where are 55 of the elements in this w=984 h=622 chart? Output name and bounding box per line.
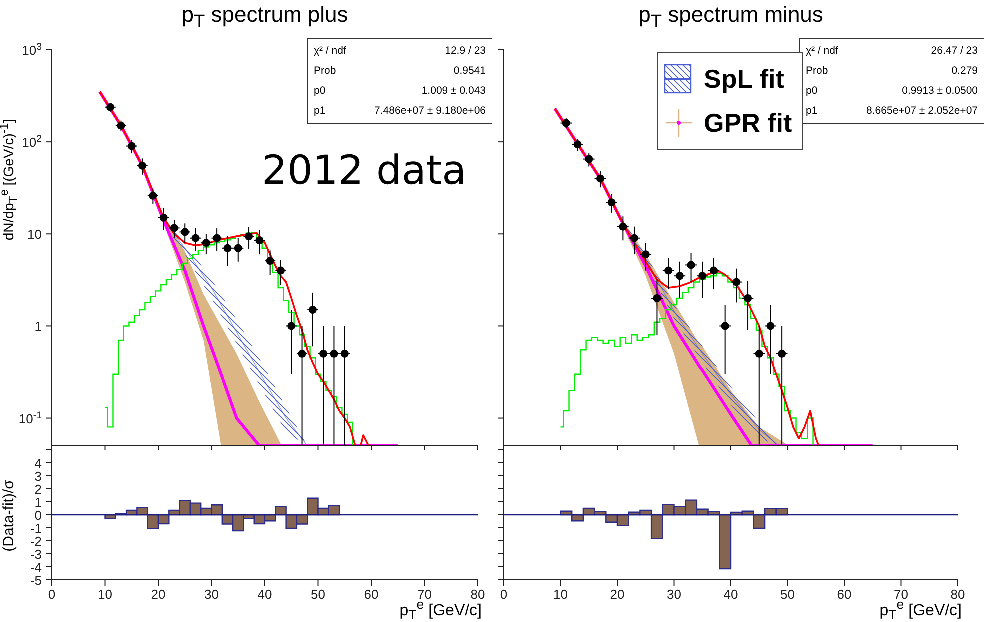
x-tick-label: 20	[610, 587, 625, 602]
y-tick-label: 10	[28, 227, 42, 242]
y-tick-label: -5	[30, 573, 42, 588]
x-tick-label: 30	[667, 587, 682, 602]
annotation: p1	[806, 105, 818, 117]
x-tick-label: 70	[418, 587, 432, 602]
annotation: p1	[314, 105, 326, 117]
y-tick-label: -3	[30, 547, 42, 562]
x-tick-label: 80	[950, 587, 966, 602]
annotation: 12.9 / 23	[445, 45, 486, 57]
annotation: Prob	[314, 65, 336, 77]
legend-label: SpL fit	[704, 64, 784, 94]
y-tick-label: 2	[34, 482, 42, 497]
x-tick-label: 40	[724, 587, 738, 602]
x-tick-label: 60	[364, 587, 379, 602]
y-tick-label: -4	[30, 560, 42, 575]
legend-label: GPR fit	[704, 108, 792, 138]
annotation: p0	[806, 85, 818, 97]
chart-title: p$_{T}$ spectrum plus	[180, 2, 350, 32]
x-tick-label: 80	[470, 587, 486, 602]
y-tick-label: 0	[34, 508, 42, 523]
y-tick-label: 1	[34, 495, 42, 510]
x-tick-label: 10	[554, 587, 568, 602]
annotation: χ² / ndf	[314, 45, 346, 57]
x-tick-label: 10	[98, 587, 112, 602]
annotation: 0.9913 ± 0.0500	[902, 85, 978, 97]
chart-title: p$_{T}$ spectrum minus	[638, 2, 824, 32]
annotation: p0	[314, 85, 326, 97]
y-tick-label: 10$^{3}$	[22, 42, 42, 58]
annotation: 8.665e+07 ± 2.052e+07	[866, 105, 978, 117]
annotation: χ² / ndf	[806, 45, 838, 57]
y-tick-label: 3	[34, 469, 42, 484]
y-tick-label: -2	[30, 534, 42, 549]
y-tick-label: 10$^{2}$	[22, 134, 42, 150]
y-axis-title: (Data-fit)/σ	[0, 480, 18, 552]
x-tick-label: 50	[780, 587, 795, 602]
x-tick-label: 60	[837, 587, 852, 602]
annotation: 0.279	[952, 65, 978, 77]
x-tick-label: 70	[894, 587, 908, 602]
annotation: 7.486e+07 ± 9.180e+06	[374, 105, 486, 117]
x-tick-label: 0	[48, 587, 56, 602]
annotation: 2012 data	[262, 148, 467, 194]
y-tick-label: 4	[34, 456, 42, 471]
x-tick-label: 30	[204, 587, 219, 602]
y-tick-label: 10$^{-1}$	[18, 410, 42, 426]
x-tick-label: 40	[258, 587, 272, 602]
annotation: 0.9541	[454, 65, 486, 77]
y-tick-label: -1	[30, 521, 42, 536]
x-tick-label: 20	[151, 587, 166, 602]
x-tick-label: 0	[500, 587, 508, 602]
annotation: 1.009 ± 0.043	[422, 85, 486, 97]
x-tick-label: 50	[311, 587, 326, 602]
y-tick-label: 1	[34, 319, 42, 334]
annotation: 26.47 / 23	[931, 45, 978, 57]
annotation: Prob	[806, 65, 828, 77]
